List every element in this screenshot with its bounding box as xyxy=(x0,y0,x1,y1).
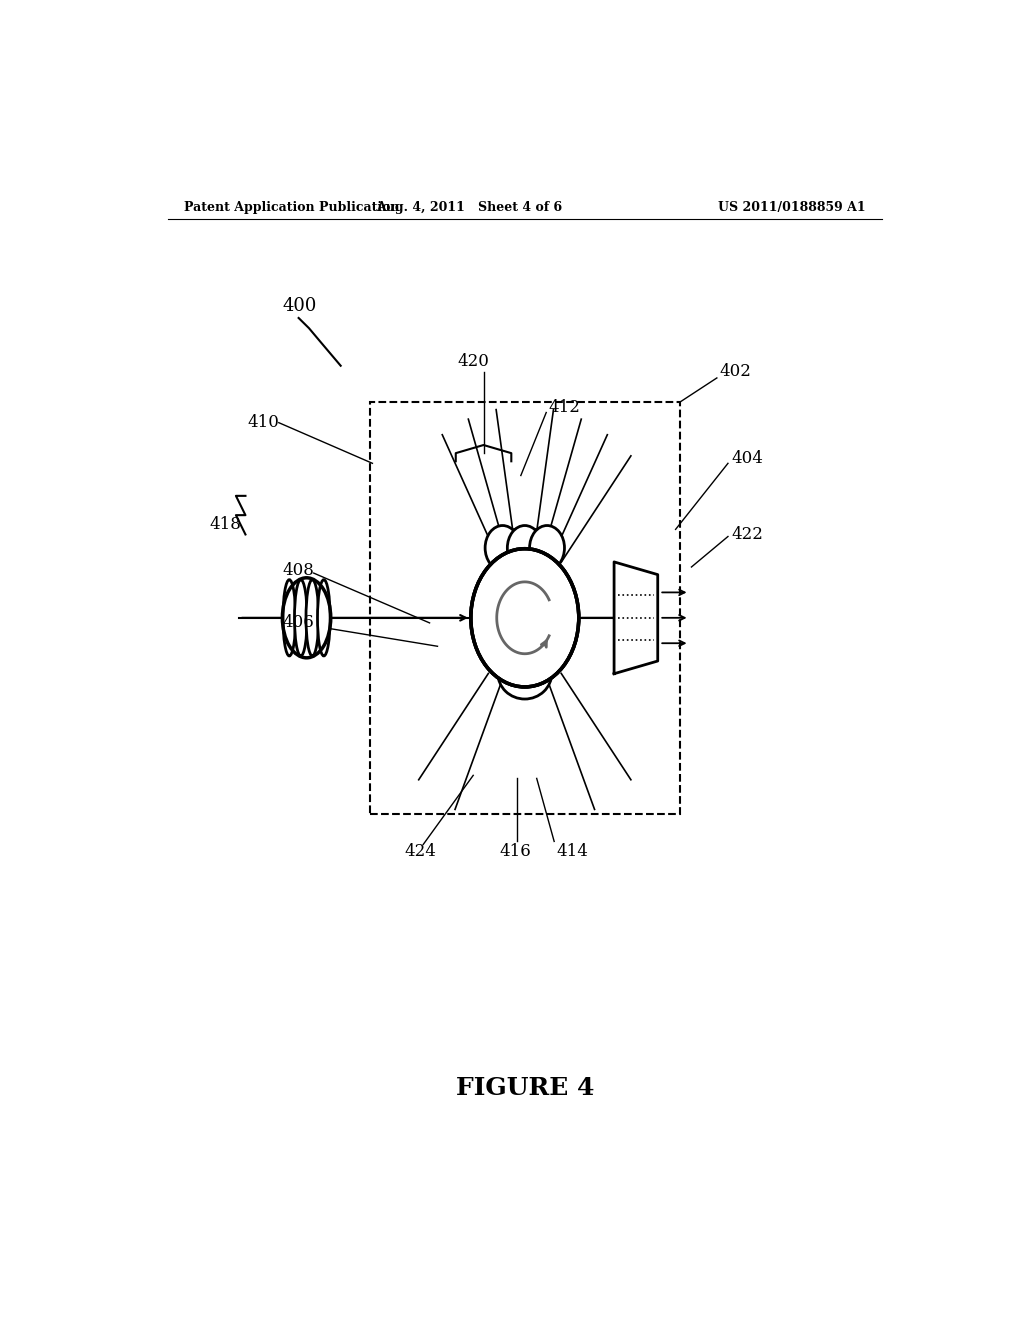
Text: 424: 424 xyxy=(404,843,436,861)
Ellipse shape xyxy=(498,647,552,700)
Circle shape xyxy=(485,525,520,570)
Text: Patent Application Publication: Patent Application Publication xyxy=(183,201,399,214)
Text: 400: 400 xyxy=(283,297,317,314)
Ellipse shape xyxy=(317,579,330,656)
Text: 406: 406 xyxy=(283,614,314,631)
Text: 404: 404 xyxy=(731,450,763,467)
Text: 408: 408 xyxy=(283,561,314,578)
Text: US 2011/0188859 A1: US 2011/0188859 A1 xyxy=(719,201,866,214)
Circle shape xyxy=(507,525,543,570)
Text: 420: 420 xyxy=(458,354,489,370)
Bar xyxy=(370,403,680,814)
Polygon shape xyxy=(614,562,657,673)
Text: Aug. 4, 2011   Sheet 4 of 6: Aug. 4, 2011 Sheet 4 of 6 xyxy=(376,201,562,214)
Text: 422: 422 xyxy=(731,525,763,543)
Ellipse shape xyxy=(283,579,296,656)
Text: 412: 412 xyxy=(549,399,581,416)
Text: 402: 402 xyxy=(719,363,752,380)
Text: FIGURE 4: FIGURE 4 xyxy=(456,1076,594,1101)
Circle shape xyxy=(529,525,564,570)
Ellipse shape xyxy=(489,528,560,581)
Text: 410: 410 xyxy=(247,414,279,432)
Text: 416: 416 xyxy=(500,843,531,861)
Ellipse shape xyxy=(295,579,307,656)
Circle shape xyxy=(471,549,579,686)
Text: 418: 418 xyxy=(210,516,242,533)
Text: 414: 414 xyxy=(557,843,589,861)
Ellipse shape xyxy=(306,579,318,656)
